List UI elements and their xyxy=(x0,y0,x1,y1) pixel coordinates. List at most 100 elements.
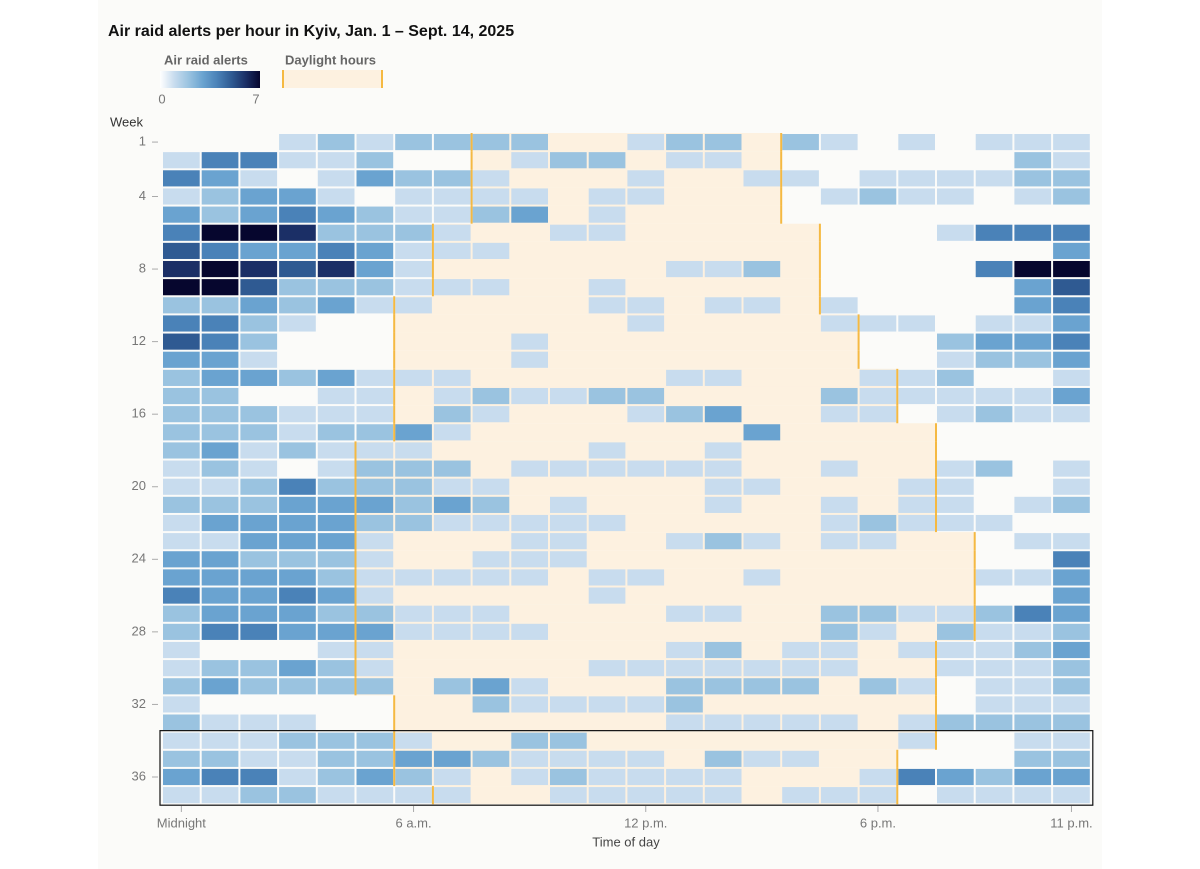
legend-title: Air raid alerts xyxy=(164,52,248,67)
heat-cell xyxy=(163,260,200,278)
heat-cell xyxy=(1053,623,1090,640)
heat-cell xyxy=(279,569,316,586)
heat-cell xyxy=(588,750,626,767)
heat-cell xyxy=(434,660,471,676)
heat-cell xyxy=(782,352,819,368)
heat-cell xyxy=(356,732,394,749)
heat-cell xyxy=(820,714,858,731)
heat-cell xyxy=(1014,641,1052,659)
heat-cell xyxy=(1014,515,1051,531)
heat-cell xyxy=(666,641,703,659)
heat-cell xyxy=(356,152,394,169)
heat-cell xyxy=(279,224,316,241)
heat-cell xyxy=(317,134,355,151)
heat-cell xyxy=(589,134,626,150)
heat-cell xyxy=(240,134,277,150)
heat-cell xyxy=(1014,569,1052,586)
heat-cell xyxy=(201,587,239,604)
heat-cell xyxy=(666,787,703,804)
heat-cell xyxy=(820,533,858,550)
heat-cell xyxy=(976,152,1013,168)
heat-cell xyxy=(240,369,278,386)
heat-cell xyxy=(666,297,703,313)
heat-cell xyxy=(511,152,548,169)
heat-cell xyxy=(201,569,239,586)
heat-cell xyxy=(395,460,432,477)
heat-cell xyxy=(627,352,664,368)
heat-cell xyxy=(937,569,974,585)
heat-cell xyxy=(976,479,1013,495)
heat-cell xyxy=(395,768,432,786)
heat-cell xyxy=(705,515,742,531)
heat-cell xyxy=(860,588,897,604)
heat-cell xyxy=(201,424,239,441)
heat-cell xyxy=(279,406,316,423)
heat-cell xyxy=(201,442,239,459)
heat-cell xyxy=(976,424,1013,440)
heat-cell xyxy=(1014,750,1052,767)
legend-min: 0 xyxy=(158,91,165,106)
heat-cell xyxy=(782,297,819,313)
heat-cell xyxy=(163,333,200,350)
heat-cell xyxy=(1053,551,1090,568)
heat-cell xyxy=(317,660,355,677)
heat-cell xyxy=(240,714,278,731)
heat-cell xyxy=(240,297,278,314)
heat-cell xyxy=(356,170,394,187)
heat-cell xyxy=(937,188,974,205)
heat-cell xyxy=(1014,461,1051,477)
heat-cell xyxy=(744,188,781,204)
heat-cell xyxy=(1014,297,1052,314)
heat-cell xyxy=(395,714,432,730)
heat-cell xyxy=(1053,424,1090,440)
heat-cell xyxy=(898,261,935,277)
heat-cell xyxy=(821,442,858,458)
heat-cell xyxy=(201,787,239,804)
heat-cell xyxy=(240,551,278,568)
heat-cell xyxy=(937,787,974,804)
heat-cell xyxy=(782,152,819,168)
y-axis-title: Week xyxy=(110,114,143,129)
heat-cell xyxy=(163,605,200,622)
heat-cell xyxy=(898,478,935,495)
heat-cell xyxy=(820,787,858,804)
heat-cell xyxy=(975,406,1013,423)
heat-cell xyxy=(782,134,819,151)
heat-cell xyxy=(1053,260,1090,278)
heat-cell xyxy=(395,369,432,386)
heat-cell xyxy=(511,387,548,405)
heat-cell xyxy=(395,297,432,314)
heat-cell xyxy=(550,406,587,422)
heat-cell xyxy=(744,243,781,259)
heat-cell xyxy=(1014,732,1052,749)
heat-cell xyxy=(279,442,316,459)
heat-cell xyxy=(627,678,664,694)
heat-cell xyxy=(511,768,548,786)
heat-cell xyxy=(279,678,316,695)
heat-cell xyxy=(511,696,548,713)
highlight-box xyxy=(159,730,1094,806)
heat-cell xyxy=(937,641,974,659)
heat-cell xyxy=(317,478,355,495)
heat-cell xyxy=(976,207,1013,223)
heat-cell xyxy=(1014,714,1052,731)
heat-cell xyxy=(976,733,1013,749)
heat-cell xyxy=(240,514,278,532)
heat-cell xyxy=(860,497,897,513)
heat-cell xyxy=(433,170,471,187)
heat-cell xyxy=(704,768,742,786)
heat-cell xyxy=(627,533,664,549)
heat-cell xyxy=(937,605,974,622)
heat-cell xyxy=(898,551,935,567)
heat-cell xyxy=(666,260,703,278)
heat-cell xyxy=(782,279,819,295)
heat-cell xyxy=(473,769,510,785)
heat-cell xyxy=(550,224,587,241)
heat-cell xyxy=(433,478,471,495)
heat-cell xyxy=(744,461,781,477)
heat-cell xyxy=(317,170,355,187)
heat-cell xyxy=(627,188,665,205)
heat-cell xyxy=(782,243,819,259)
heat-cell xyxy=(627,460,665,477)
